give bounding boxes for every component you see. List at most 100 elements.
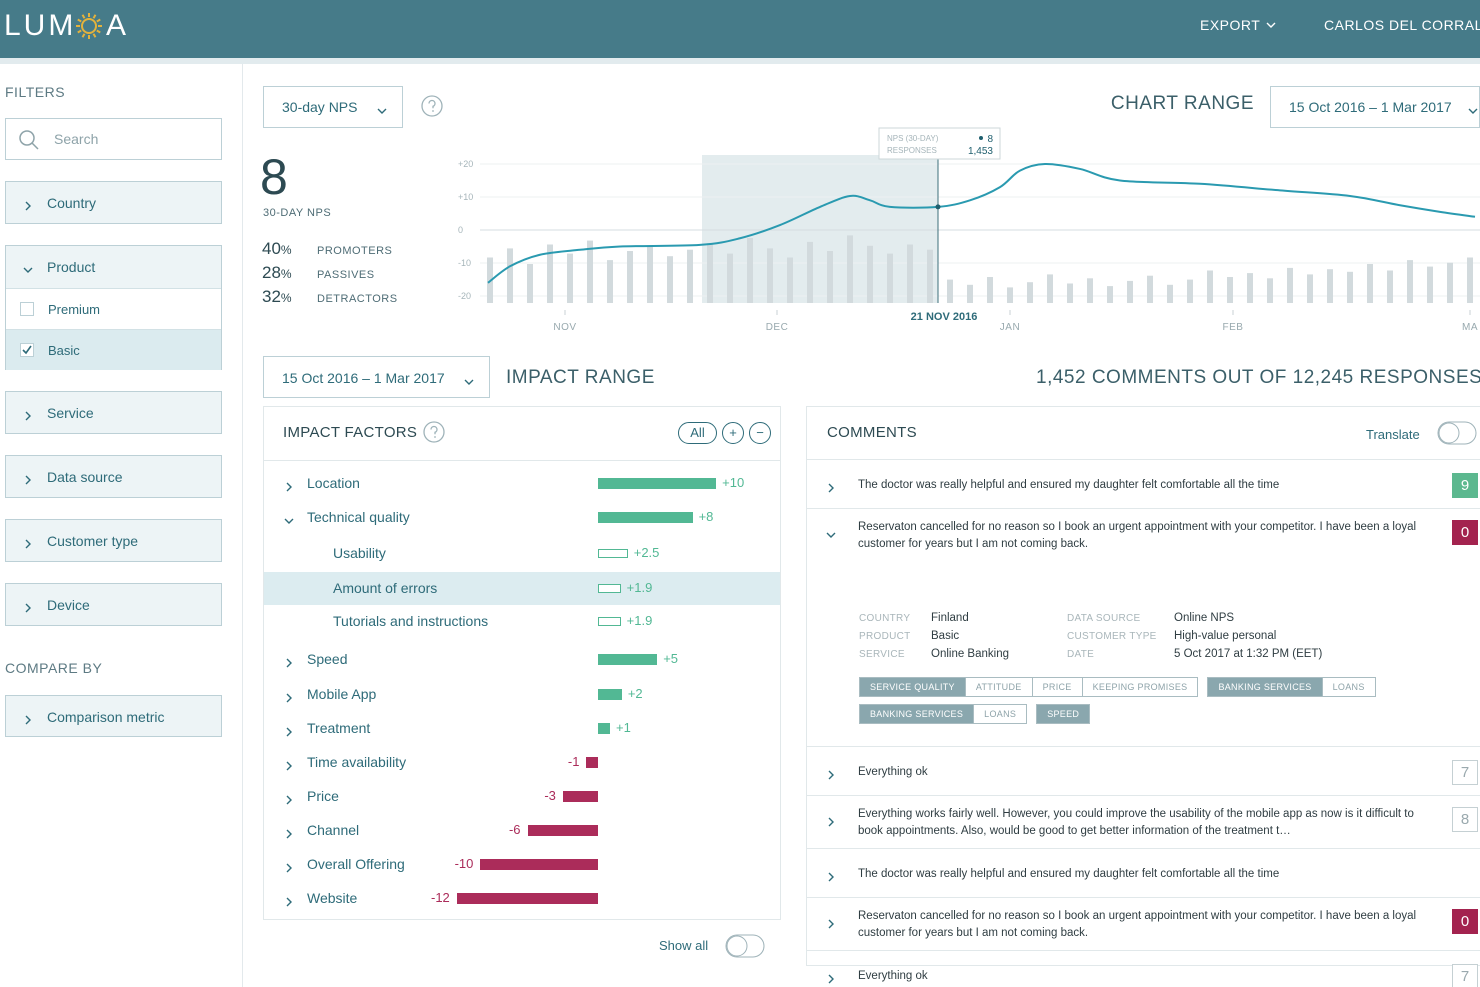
- toggle: [725, 934, 765, 958]
- search-box[interactable]: Search: [5, 118, 222, 160]
- filter-group[interactable]: Data source: [5, 455, 222, 498]
- x-tick-label: JAN: [1000, 322, 1020, 333]
- tag[interactable]: LOANS: [973, 705, 1027, 723]
- tag[interactable]: SPEED: [1037, 705, 1090, 723]
- comment-row[interactable]: The doctor was really helpful and ensure…: [807, 849, 1480, 898]
- comment-row[interactable]: Everything ok 7: [807, 951, 1480, 987]
- impact-value-label: -12: [431, 890, 450, 905]
- chevron-icon: [284, 513, 294, 524]
- chevron-icon-part: [828, 483, 834, 492]
- chevron-icon-part: [286, 658, 292, 668]
- filter-group[interactable]: Service: [5, 391, 222, 434]
- factor-label[interactable]: Location: [307, 475, 360, 491]
- tag[interactable]: PRICE: [1031, 678, 1082, 696]
- filter-group[interactable]: Customer type: [5, 519, 222, 562]
- factor-label[interactable]: Overall Offering: [307, 856, 405, 872]
- chevron-icon: [284, 826, 294, 839]
- chevron-icon-part: [826, 532, 836, 538]
- show-all-label[interactable]: Show all: [659, 938, 709, 953]
- factor-label[interactable]: Usability: [333, 545, 386, 561]
- volume-bar: [1107, 286, 1113, 303]
- chevron-icon-part: [286, 761, 292, 771]
- chevron-icon-part: [828, 974, 834, 983]
- filter-button[interactable]: +: [722, 422, 744, 444]
- chevron-icon-part: [286, 863, 292, 873]
- header-stripe: [0, 58, 1480, 64]
- detail-value: 5 Oct 2017 at 1:32 PM (EET): [1174, 648, 1323, 660]
- volume-bar: [1127, 280, 1133, 303]
- volume-bar: [607, 260, 613, 303]
- comment-row[interactable]: Everything works fairly well. However, y…: [807, 796, 1480, 849]
- logo-sun-part: [77, 29, 82, 34]
- filter-button[interactable]: −: [749, 422, 771, 444]
- factor-label[interactable]: Treatment: [307, 720, 371, 736]
- user-menu[interactable]: CARLOS DEL CORRAL: [1324, 17, 1480, 33]
- help-icon-part: [421, 95, 443, 117]
- factor-label[interactable]: Speed: [307, 651, 348, 667]
- search-placeholder: Search: [54, 131, 99, 147]
- volume-bar: [847, 235, 853, 303]
- tag[interactable]: BANKING SERVICES: [860, 705, 974, 723]
- chevron-icon: [23, 262, 33, 273]
- tooltip-value: 8: [987, 134, 993, 145]
- filter-group[interactable]: Product Premium Basic: [5, 245, 222, 370]
- filter-option[interactable]: Basic: [6, 329, 221, 370]
- comment-row[interactable]: Reservaton cancelled for no reason so I …: [807, 509, 1480, 747]
- y-tick-label: +20: [458, 159, 473, 169]
- impact-summary: 1,452 COMMENTS OUT OF 12,245 RESPONSES: [1036, 367, 1480, 388]
- logo-text: A: [106, 9, 130, 42]
- factor-label[interactable]: Channel: [307, 822, 360, 838]
- chevron-icon: [826, 527, 836, 538]
- help-icon-part: [428, 99, 436, 109]
- tag[interactable]: SERVICE QUALITY: [860, 678, 965, 696]
- logo-sun-part: [92, 33, 97, 38]
- volume-bar: [867, 245, 873, 303]
- volume-bar: [567, 253, 573, 303]
- factor-label[interactable]: Technical quality: [307, 509, 410, 525]
- volume-bar: [1047, 274, 1053, 303]
- factor-label[interactable]: Mobile App: [307, 686, 377, 702]
- sidebar-divider: [242, 64, 243, 987]
- nps-line: [487, 162, 1476, 284]
- factor-label[interactable]: Tutorials and instructions: [333, 613, 489, 629]
- chevron-icon-part: [828, 770, 834, 779]
- filter-option[interactable]: Premium: [6, 288, 221, 329]
- translate-label[interactable]: Translate: [1366, 427, 1420, 442]
- chart-range-select[interactable]: 15 Oct 2016 – 1 Mar 2017: [1270, 86, 1480, 128]
- compare-option[interactable]: Comparison metric: [5, 695, 222, 737]
- factor-label[interactable]: Website: [307, 890, 358, 906]
- chevron-icon-part: [284, 518, 294, 524]
- checkbox-part: [20, 343, 34, 357]
- factor-label[interactable]: Time availability: [307, 754, 407, 770]
- tag-group: SERVICE QUALITY ATTITUDE PRICE KEEPING PROM…: [859, 677, 1199, 697]
- factor-label[interactable]: Amount of errors: [333, 580, 438, 596]
- tag[interactable]: KEEPING PROMISES: [1081, 678, 1198, 696]
- export-menu[interactable]: EXPORT: [1200, 17, 1261, 33]
- tag[interactable]: BANKING SERVICES: [1208, 678, 1322, 696]
- chevron-icon: [826, 971, 836, 983]
- metric-select[interactable]: 30-day NPS: [263, 86, 403, 128]
- volume-bar: [1167, 284, 1173, 303]
- toggle: [1437, 421, 1477, 445]
- detail-value: Basic: [931, 630, 960, 642]
- comment-row[interactable]: Reservaton cancelled for no reason so I …: [807, 898, 1480, 951]
- chevron-icon-part: [284, 518, 294, 524]
- volume-bar: [927, 249, 933, 303]
- filter-button[interactable]: All: [678, 422, 717, 444]
- filter-group[interactable]: Country: [5, 181, 222, 224]
- factor-label[interactable]: Price: [307, 788, 339, 804]
- nps-value-label: 30-DAY NPS: [263, 207, 332, 219]
- comment-row[interactable]: Everything ok 7: [807, 747, 1480, 796]
- comment-text: Everything works fairly well. However, y…: [858, 808, 1414, 837]
- chevron-icon: [826, 869, 836, 881]
- breakdown-label: PASSIVES: [317, 269, 375, 281]
- help-icon-part: [430, 425, 438, 435]
- chevron-icon: [23, 712, 33, 725]
- comment-row[interactable]: The doctor was really helpful and ensure…: [807, 460, 1480, 509]
- chevron-icon-part: [828, 483, 834, 492]
- tag[interactable]: ATTITUDE: [964, 678, 1032, 696]
- volume-bar: [1287, 267, 1293, 303]
- tag[interactable]: LOANS: [1321, 678, 1375, 696]
- filter-group[interactable]: Device: [5, 583, 222, 626]
- impact-range-select[interactable]: 15 Oct 2016 – 1 Mar 2017: [263, 356, 490, 398]
